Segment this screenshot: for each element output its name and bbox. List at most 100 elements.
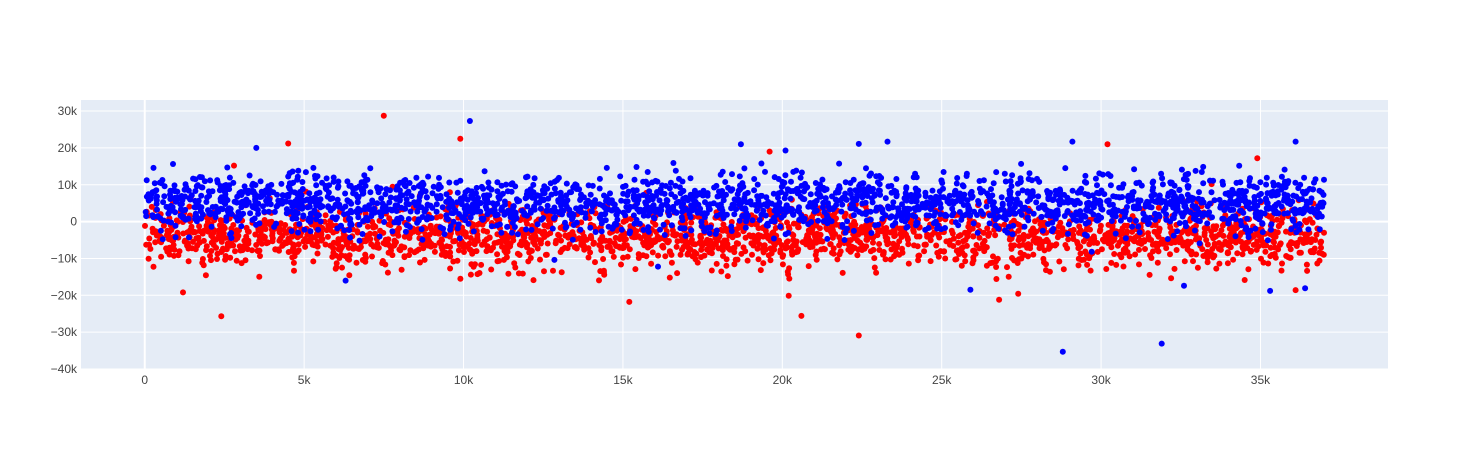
data-point — [1159, 236, 1166, 243]
data-point — [1293, 243, 1300, 249]
data-point — [1292, 179, 1299, 186]
data-point — [842, 179, 849, 186]
data-point — [210, 229, 217, 236]
data-point — [523, 226, 529, 233]
data-point — [485, 179, 492, 186]
data-point — [673, 231, 680, 238]
data-point — [481, 192, 487, 199]
data-point — [626, 203, 633, 210]
data-point — [868, 170, 874, 177]
data-point — [1005, 223, 1012, 230]
data-point — [1008, 183, 1015, 190]
data-point — [1267, 244, 1274, 251]
data-point — [322, 212, 329, 219]
data-point — [970, 247, 977, 254]
data-point — [316, 202, 322, 209]
data-point — [192, 197, 199, 204]
data-point — [494, 239, 501, 246]
data-point — [1077, 208, 1084, 215]
data-point — [956, 209, 963, 215]
data-point — [893, 245, 900, 252]
data-point — [779, 183, 786, 190]
data-point — [1196, 235, 1203, 242]
data-point — [1239, 190, 1246, 197]
data-point — [454, 189, 461, 196]
data-point — [174, 229, 181, 236]
data-point — [776, 199, 783, 206]
data-point — [425, 173, 432, 180]
data-point — [1262, 248, 1269, 255]
data-point — [1268, 226, 1274, 233]
data-point — [233, 199, 240, 206]
data-point — [1222, 240, 1229, 247]
data-point — [286, 239, 293, 245]
data-point — [622, 198, 629, 205]
data-point — [294, 176, 301, 183]
data-point — [426, 231, 433, 238]
data-point — [370, 243, 377, 250]
data-point — [1097, 202, 1104, 209]
data-point — [1193, 251, 1200, 258]
data-point — [429, 190, 436, 197]
data-point — [558, 269, 565, 276]
data-point — [814, 190, 821, 197]
y-tick-label: −30k — [51, 325, 78, 339]
data-point — [1206, 200, 1213, 207]
data-point — [158, 180, 165, 187]
data-point — [1227, 244, 1234, 251]
data-point — [333, 214, 340, 221]
data-point — [603, 164, 610, 171]
data-point — [1070, 232, 1077, 239]
data-point — [354, 229, 361, 236]
data-point — [588, 208, 595, 215]
data-point — [385, 221, 392, 228]
data-point — [446, 179, 453, 186]
data-point — [650, 214, 657, 221]
data-point — [1169, 197, 1176, 204]
data-point — [256, 220, 263, 227]
data-point — [673, 209, 680, 216]
data-point — [286, 185, 293, 192]
data-point — [1229, 224, 1236, 231]
data-point — [585, 254, 592, 261]
data-point — [186, 203, 193, 210]
data-point — [837, 197, 844, 203]
data-point — [1281, 166, 1288, 173]
data-point — [952, 187, 959, 194]
data-point — [698, 234, 705, 241]
data-point — [504, 223, 511, 230]
data-point — [470, 209, 476, 216]
data-point — [905, 260, 912, 267]
data-point — [577, 204, 584, 211]
data-point — [964, 197, 971, 204]
data-point — [1136, 246, 1142, 253]
data-point — [824, 226, 831, 233]
data-point — [796, 204, 802, 211]
data-point — [824, 235, 831, 242]
data-point — [1050, 196, 1057, 203]
data-point — [672, 167, 679, 174]
data-point — [252, 182, 259, 188]
data-point — [245, 228, 252, 235]
data-point — [742, 206, 749, 213]
data-point — [765, 198, 772, 205]
data-point — [500, 256, 507, 263]
data-point — [263, 197, 270, 204]
data-point — [795, 224, 802, 231]
data-point — [844, 225, 850, 232]
data-point — [702, 199, 708, 206]
data-point — [940, 169, 947, 175]
data-point — [1321, 229, 1327, 236]
data-point — [901, 205, 908, 212]
data-point — [1131, 166, 1138, 173]
data-point — [247, 210, 254, 217]
data-point — [1017, 178, 1024, 185]
data-point — [1234, 250, 1241, 257]
data-point — [1297, 249, 1304, 256]
data-point — [1176, 234, 1183, 241]
data-point — [955, 239, 962, 246]
data-point — [339, 264, 345, 271]
data-point — [956, 251, 962, 257]
data-point — [392, 195, 399, 202]
